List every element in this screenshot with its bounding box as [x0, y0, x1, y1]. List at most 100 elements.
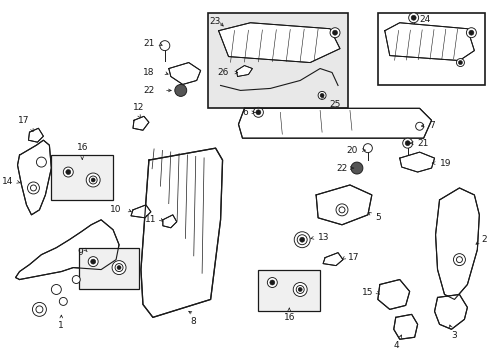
Text: 25: 25	[329, 100, 340, 109]
Polygon shape	[399, 152, 434, 172]
Circle shape	[89, 176, 97, 184]
Polygon shape	[377, 279, 409, 309]
Polygon shape	[238, 108, 431, 138]
Bar	[258, 270, 320, 311]
Circle shape	[363, 144, 371, 153]
Circle shape	[452, 254, 465, 266]
Circle shape	[299, 237, 304, 242]
Circle shape	[160, 41, 169, 51]
Text: 4: 4	[393, 341, 399, 350]
Text: 16: 16	[283, 313, 294, 322]
Text: 11: 11	[145, 215, 157, 224]
Bar	[51, 155, 113, 200]
Circle shape	[32, 302, 46, 316]
Circle shape	[59, 297, 67, 305]
Circle shape	[91, 178, 95, 182]
Circle shape	[36, 306, 43, 313]
Circle shape	[115, 264, 123, 271]
Text: 3: 3	[450, 331, 456, 340]
Text: 13: 13	[318, 233, 329, 242]
Text: 24: 24	[419, 15, 430, 24]
Circle shape	[405, 141, 409, 146]
Text: 7: 7	[428, 121, 434, 130]
Polygon shape	[131, 205, 151, 218]
Circle shape	[297, 235, 306, 245]
Circle shape	[298, 288, 302, 292]
Text: 12: 12	[133, 103, 144, 112]
Polygon shape	[16, 220, 119, 279]
Text: 20: 20	[346, 146, 357, 155]
Bar	[207, 13, 347, 108]
Text: 21: 21	[143, 39, 155, 48]
Text: 26: 26	[217, 68, 228, 77]
Circle shape	[86, 173, 100, 187]
Polygon shape	[435, 188, 478, 300]
Circle shape	[410, 15, 415, 20]
Circle shape	[402, 138, 412, 148]
Text: 23: 23	[209, 17, 221, 26]
Circle shape	[112, 261, 126, 275]
Polygon shape	[133, 116, 149, 130]
Circle shape	[468, 30, 473, 35]
Polygon shape	[315, 185, 371, 225]
Circle shape	[255, 110, 260, 115]
Circle shape	[415, 122, 423, 130]
Text: 16: 16	[76, 143, 88, 152]
Circle shape	[66, 170, 71, 175]
Polygon shape	[28, 128, 43, 142]
Circle shape	[90, 259, 96, 264]
Polygon shape	[323, 253, 342, 266]
Circle shape	[466, 28, 475, 38]
Polygon shape	[168, 63, 200, 85]
Circle shape	[72, 275, 80, 284]
Circle shape	[269, 280, 274, 285]
Circle shape	[174, 85, 186, 96]
Circle shape	[88, 257, 98, 267]
Polygon shape	[163, 215, 177, 228]
Circle shape	[335, 204, 347, 216]
Circle shape	[455, 59, 464, 67]
Text: 8: 8	[190, 318, 196, 327]
Text: 9: 9	[77, 248, 83, 257]
Polygon shape	[141, 148, 222, 318]
Circle shape	[338, 207, 344, 213]
Circle shape	[253, 107, 263, 117]
Circle shape	[458, 60, 462, 64]
Text: 17: 17	[347, 253, 359, 262]
Circle shape	[332, 30, 337, 35]
Polygon shape	[236, 66, 252, 76]
Circle shape	[37, 157, 46, 167]
Text: 10: 10	[109, 205, 121, 214]
Text: 18: 18	[143, 68, 155, 77]
Text: 15: 15	[362, 288, 373, 297]
Circle shape	[294, 232, 309, 248]
Circle shape	[329, 28, 339, 38]
Circle shape	[408, 13, 418, 23]
Text: 22: 22	[336, 163, 347, 172]
Polygon shape	[384, 23, 473, 60]
Text: 6: 6	[242, 108, 248, 117]
Circle shape	[267, 278, 277, 288]
Circle shape	[117, 266, 121, 270]
Bar	[377, 13, 484, 85]
Text: 1: 1	[59, 321, 64, 330]
Text: 17: 17	[18, 116, 29, 125]
Text: 21: 21	[417, 139, 428, 148]
Circle shape	[455, 257, 462, 262]
Bar	[79, 248, 139, 289]
Text: 5: 5	[374, 213, 380, 222]
Polygon shape	[218, 23, 339, 63]
Circle shape	[318, 91, 325, 99]
Circle shape	[27, 182, 40, 194]
Circle shape	[350, 162, 362, 174]
Circle shape	[51, 284, 61, 294]
Polygon shape	[18, 140, 51, 215]
Polygon shape	[393, 314, 417, 339]
Text: 19: 19	[439, 159, 450, 168]
Text: 14: 14	[2, 177, 14, 186]
Circle shape	[296, 285, 304, 293]
Circle shape	[320, 93, 324, 98]
Circle shape	[293, 283, 306, 296]
Circle shape	[63, 167, 73, 177]
Polygon shape	[434, 294, 467, 329]
